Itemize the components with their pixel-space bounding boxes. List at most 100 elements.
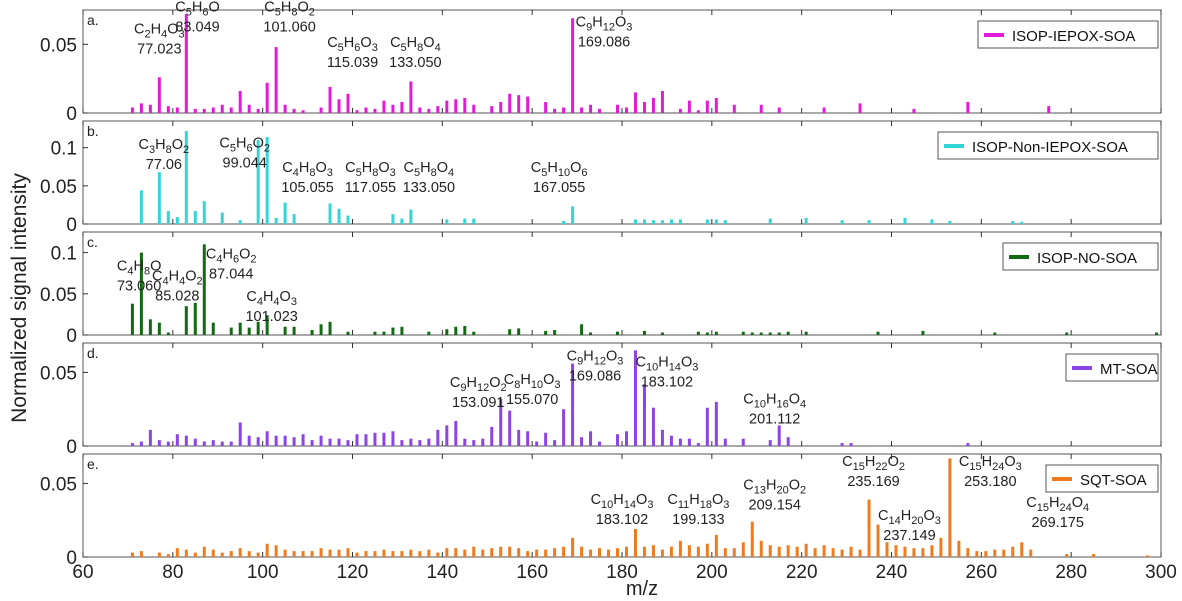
bar [265,82,269,113]
mass-label: 77.06 [146,157,182,173]
bar [238,322,242,335]
x-tick-label: 60 [72,562,93,583]
bar [633,350,637,446]
x-tick-label: 240 [876,562,908,583]
bar [175,217,179,224]
bar [589,431,593,446]
bar [903,217,907,224]
mass-label: 115.039 [327,55,378,71]
bar [624,107,628,113]
mass-label: 155.070 [506,392,558,408]
bar [831,548,835,557]
bar [184,14,188,113]
bar [265,315,269,335]
bar [508,93,512,113]
bar [166,441,170,446]
bar [633,219,637,224]
bar [166,554,170,557]
y-tick-label: 0.1 [51,244,77,265]
bar [741,542,745,557]
bar [355,434,359,446]
bar [238,220,242,224]
bar [175,107,179,113]
bar [732,104,736,113]
bar [292,326,296,335]
bar [921,330,925,335]
bar [292,108,296,113]
formula-label: C10​H14​O3​ [635,355,698,374]
bar [418,107,422,113]
bar [1011,546,1015,557]
bar [669,435,673,446]
bar [696,443,700,446]
bar [139,551,143,557]
mass-label: 167.055 [533,180,585,196]
bar [472,104,476,113]
mass-label: 183.102 [596,512,648,528]
bar [957,540,961,557]
y-tick-label: 0 [66,215,77,236]
y-tick-label: 0.05 [40,35,77,56]
bar [256,108,260,113]
panel-3: 00.050.1c.ISOP-NO-SOAC4​H8​O73.060C4​H4​… [40,231,1162,347]
panel-label: b. [87,123,99,139]
bar [463,325,467,335]
bar [714,331,718,335]
legend-box [1002,242,1159,271]
bar [616,434,620,446]
formula-label: C3​H8​O2​ [139,137,190,156]
bar [238,548,242,557]
bar [616,104,620,113]
bar [490,548,494,557]
bar [418,551,422,557]
bar [849,443,853,446]
bar [409,549,413,557]
bar [517,328,521,335]
x-tick-label: 260 [965,562,997,583]
y-tick-label: 0 [66,326,77,347]
bar [247,551,251,557]
bar [1155,332,1159,335]
bar [139,441,143,446]
bar [678,219,682,224]
bar [544,432,548,446]
panel-4: 0 0.05 d. MT-SOA C9​H12​O2​153.091C8​H10​O3​… [40,342,1162,458]
bar [355,552,359,557]
bar [229,107,233,113]
bar [400,218,404,224]
bar [777,546,781,557]
bar [391,431,395,446]
y-tick-label: 0 [66,437,77,458]
bar [130,303,134,335]
bar [705,407,709,446]
bar [580,437,584,446]
formula-label: C10​H16​O4​ [743,391,806,410]
bar [220,104,224,113]
bar [526,551,530,557]
mass-label: 237.149 [883,528,935,544]
formula-label: C5​H8​O4​ [404,160,455,179]
panel-label: e. [87,456,99,472]
bar [337,549,341,557]
bar [553,548,557,557]
bar [678,540,682,557]
bar [705,543,709,557]
bar [202,201,206,224]
bar [211,440,215,446]
bar [921,548,925,557]
bar [409,438,413,446]
bar [202,244,206,335]
bar [229,551,233,557]
bar [660,332,664,335]
bar [139,252,143,335]
bar [948,220,952,224]
bar [472,440,476,446]
bar [723,438,727,446]
bar [301,551,305,557]
bar [984,551,988,557]
bar [912,108,916,113]
bar [346,548,350,557]
formula-label: C4​H4​O2​ [152,269,203,288]
bar [993,332,997,335]
